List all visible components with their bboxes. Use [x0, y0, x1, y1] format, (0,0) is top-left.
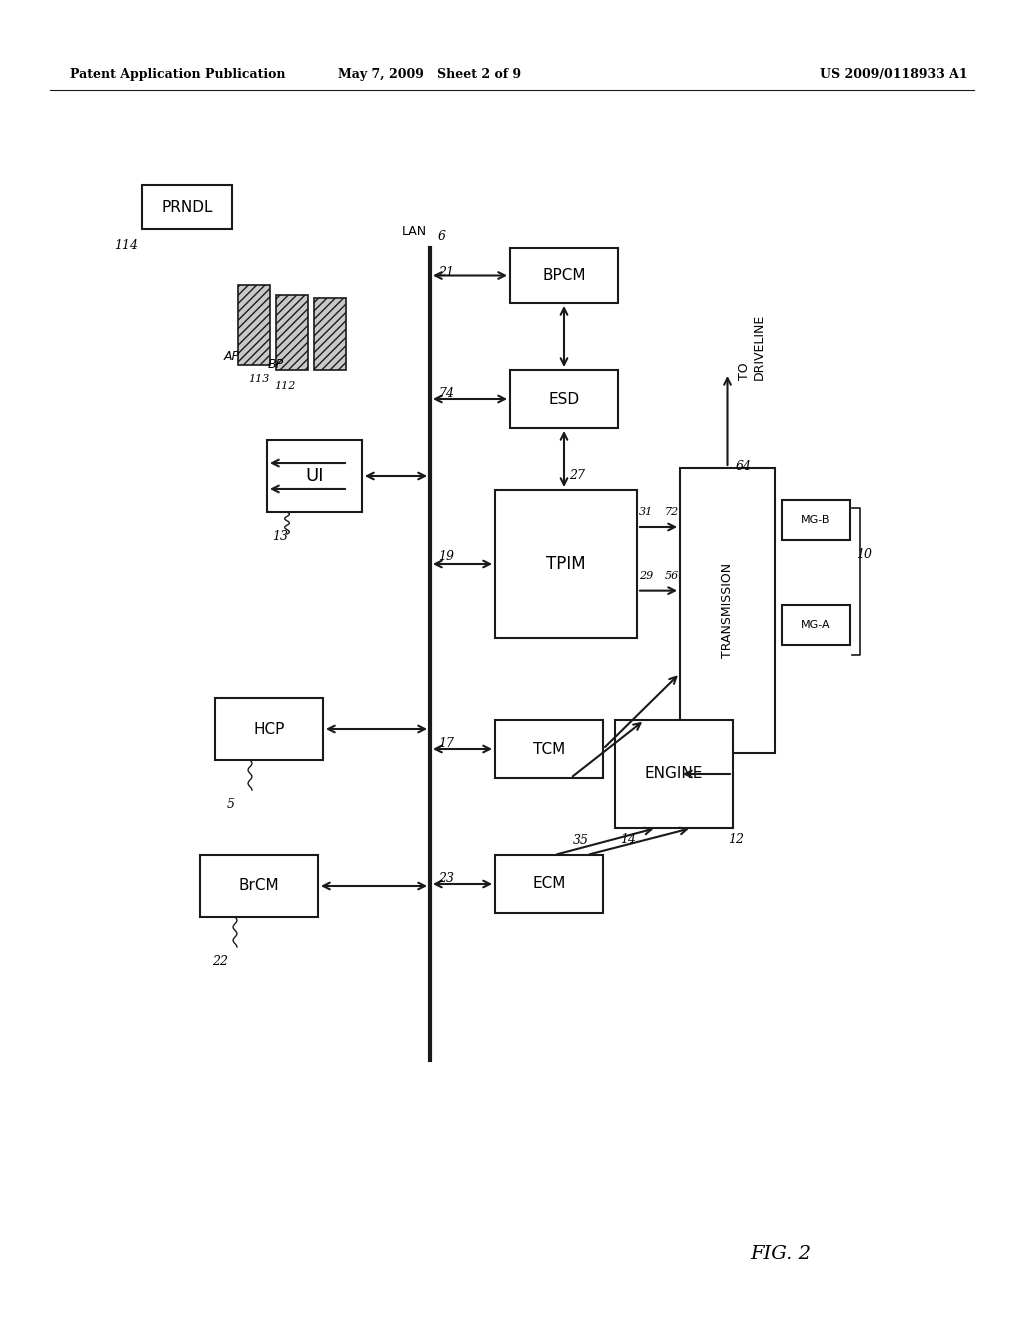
Bar	[495, 719, 603, 777]
Bar	[510, 248, 618, 304]
Text: 113: 113	[248, 374, 269, 384]
Text: DRIVELINE: DRIVELINE	[753, 314, 766, 380]
Text: 14: 14	[620, 833, 636, 846]
Text: ENGINE: ENGINE	[645, 767, 703, 781]
Text: TPIM: TPIM	[546, 554, 586, 573]
Text: 17: 17	[438, 737, 454, 750]
Text: 64: 64	[735, 459, 752, 473]
Text: 13: 13	[272, 531, 288, 543]
Bar	[267, 440, 362, 512]
Bar	[680, 469, 775, 752]
Bar	[238, 285, 270, 366]
Text: BPCM: BPCM	[543, 268, 586, 282]
Text: TRANSMISSION: TRANSMISSION	[721, 562, 734, 659]
Text: 35: 35	[572, 834, 589, 847]
Text: 21: 21	[438, 267, 454, 279]
Text: 23: 23	[438, 873, 454, 884]
Text: UI: UI	[305, 467, 324, 484]
Text: TO: TO	[737, 363, 751, 380]
Text: 29: 29	[639, 570, 653, 581]
Text: 74: 74	[438, 387, 454, 400]
Text: PRNDL: PRNDL	[161, 199, 213, 214]
Text: HCP: HCP	[253, 722, 285, 737]
Text: AP: AP	[224, 350, 240, 363]
Text: 5: 5	[227, 799, 234, 810]
Text: ECM: ECM	[532, 876, 565, 891]
Text: FIG. 2: FIG. 2	[750, 1245, 811, 1263]
Bar	[314, 298, 346, 370]
Bar	[276, 294, 308, 370]
Text: 12: 12	[728, 833, 744, 846]
Bar	[782, 605, 850, 645]
Text: 72: 72	[665, 507, 679, 517]
Bar	[200, 855, 318, 917]
Text: TCM: TCM	[532, 742, 565, 756]
Text: LAN: LAN	[402, 224, 427, 238]
Text: BrCM: BrCM	[239, 879, 280, 894]
Text: 112: 112	[274, 381, 295, 391]
Bar	[615, 719, 733, 828]
Text: 56: 56	[665, 570, 679, 581]
Bar	[495, 490, 637, 638]
Bar	[215, 698, 323, 760]
Bar	[510, 370, 618, 428]
Text: 31: 31	[639, 507, 653, 517]
Text: US 2009/0118933 A1: US 2009/0118933 A1	[820, 69, 968, 81]
Text: 19: 19	[438, 550, 454, 564]
Text: BP: BP	[268, 358, 284, 371]
Text: 22: 22	[212, 954, 228, 968]
Bar	[495, 855, 603, 913]
Text: 114: 114	[114, 239, 138, 252]
Text: 27: 27	[569, 469, 585, 482]
Text: 10: 10	[856, 549, 872, 561]
Text: MG-B: MG-B	[801, 515, 830, 525]
Text: May 7, 2009   Sheet 2 of 9: May 7, 2009 Sheet 2 of 9	[339, 69, 521, 81]
Text: Patent Application Publication: Patent Application Publication	[70, 69, 286, 81]
Bar	[142, 185, 232, 228]
Text: MG-A: MG-A	[801, 620, 830, 630]
Text: 6: 6	[438, 230, 446, 243]
Text: ESD: ESD	[549, 392, 580, 407]
Bar	[782, 500, 850, 540]
